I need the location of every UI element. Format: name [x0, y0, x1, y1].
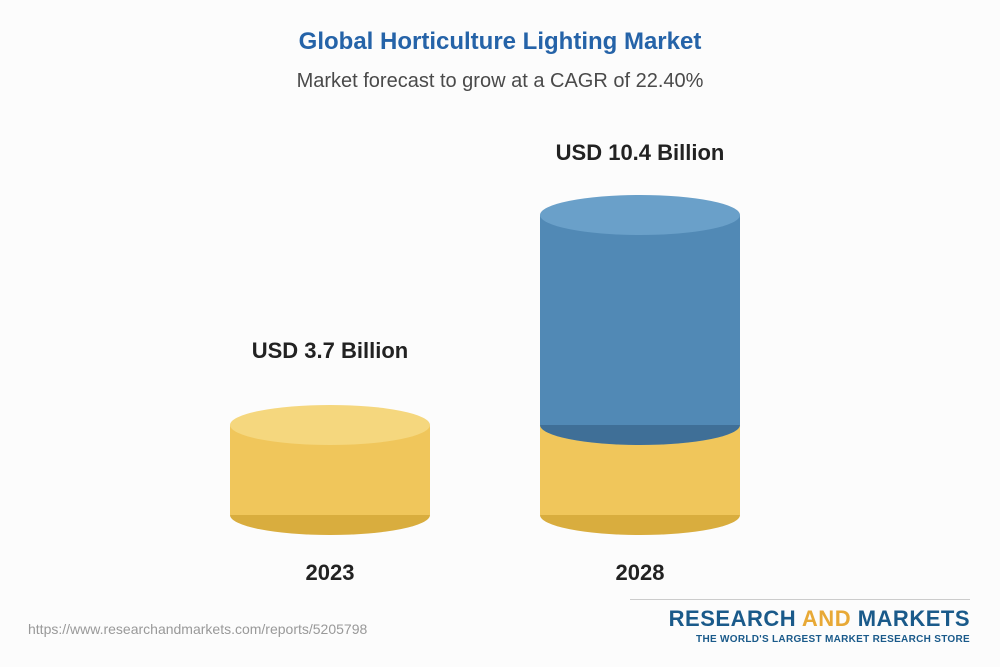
source-url: https://www.researchandmarkets.com/repor… [28, 621, 367, 637]
logo-tagline: THE WORLD'S LARGEST MARKET RESEARCH STOR… [630, 634, 970, 645]
logo: RESEARCH AND MARKETS THE WORLD'S LARGEST… [630, 599, 970, 645]
logo-divider [630, 599, 970, 600]
chart-subtitle: Market forecast to grow at a CAGR of 22.… [0, 56, 1000, 93]
bar-2023-top-ellipse [230, 405, 430, 445]
bar-2028-blue-body [540, 215, 740, 425]
chart-title: Global Horticulture Lighting Market [0, 0, 1000, 56]
logo-text: RESEARCH AND MARKETS [630, 606, 970, 632]
bar-2028-value: USD 10.4 Billion [530, 140, 750, 166]
chart-area: USD 3.7 Billion 2023 USD 10.4 Billion 20… [0, 120, 1000, 550]
logo-word-research: RESEARCH [669, 606, 796, 631]
bar-2023-value: USD 3.7 Billion [220, 338, 440, 364]
bar-2023-year: 2023 [230, 560, 430, 586]
logo-word-markets: MARKETS [858, 606, 970, 631]
bar-2028-blue-top-ellipse [540, 195, 740, 235]
logo-word-and: AND [802, 606, 851, 631]
bar-2028-year: 2028 [540, 560, 740, 586]
